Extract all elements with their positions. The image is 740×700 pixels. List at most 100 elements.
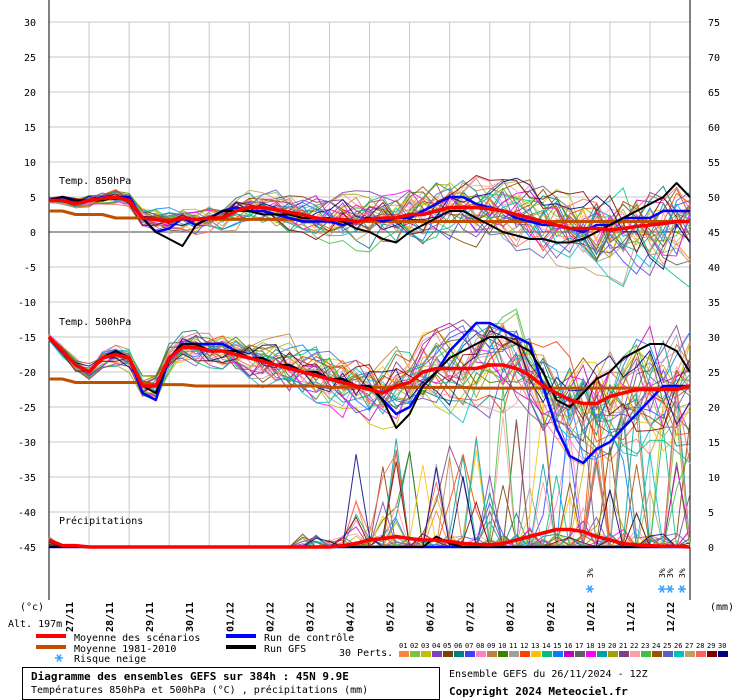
pert-legend-swatch xyxy=(630,651,640,657)
pert-legend-number: 02 xyxy=(410,642,418,650)
date-tick-label: 03/12 xyxy=(305,602,316,632)
right-tick-label: 50 xyxy=(708,193,720,204)
right-tick-label: 5 xyxy=(708,508,714,519)
series-gfs-t500-line xyxy=(48,336,691,429)
pert-legend-number: 22 xyxy=(630,642,638,650)
pert-t850-line xyxy=(48,186,691,248)
pert-legend-swatch xyxy=(443,651,453,657)
snowflake-stroke xyxy=(667,585,673,593)
date-tick-label: 06/12 xyxy=(426,602,437,632)
legend-swatch-control xyxy=(226,634,256,638)
right-tick-label: 20 xyxy=(708,403,720,414)
series-gfs-t850-line xyxy=(48,182,691,247)
pert-legend-number: 05 xyxy=(443,642,451,650)
pert-legend-number: 20 xyxy=(608,642,616,650)
left-tick-label: 30 xyxy=(24,18,36,29)
date-tick-label: 09/12 xyxy=(546,602,557,632)
left-tick-label: -20 xyxy=(18,368,36,379)
pert-legend-swatch xyxy=(487,651,497,657)
pert-legend-number: 06 xyxy=(454,642,462,650)
right-axis-unit: (mm) xyxy=(710,602,734,613)
pert-legend-swatch xyxy=(597,651,607,657)
snow-risk-label: 3% xyxy=(586,568,595,578)
footer-box: Diagramme des ensembles GEFS sur 384h : … xyxy=(22,667,440,700)
date-tick-label: 28/11 xyxy=(105,602,116,632)
pert-legend-number: 21 xyxy=(619,642,627,650)
right-tick-label: 55 xyxy=(708,158,720,169)
legend-swatch-mean xyxy=(36,634,66,638)
pert-legend-swatch xyxy=(564,651,574,657)
snowflake-stroke xyxy=(587,585,593,593)
snowflake-icon xyxy=(55,654,63,662)
footer-subtitle: Températures 850hPa et 500hPa (°C) , pré… xyxy=(31,685,369,696)
right-tick-label: 75 xyxy=(708,18,720,29)
pert-t850-line xyxy=(48,181,691,246)
date-tick-label: 30/11 xyxy=(185,602,196,632)
right-tick-label: 60 xyxy=(708,123,720,134)
pert-legend-swatch xyxy=(432,651,442,657)
pert-legend-number: 04 xyxy=(432,642,440,650)
left-tick-label: -40 xyxy=(18,508,36,519)
pert-legend-number: 15 xyxy=(553,642,561,650)
snowflake-stroke xyxy=(659,585,665,593)
snow-risk-label: 3% xyxy=(658,568,667,578)
snowflake-icon xyxy=(677,585,686,593)
snowflake-icon xyxy=(665,585,674,593)
series-mean-t500-line xyxy=(47,335,691,406)
left-tick-label: -5 xyxy=(24,263,36,274)
pert-legend-number: 10 xyxy=(498,642,506,650)
date-tick-label: 10/12 xyxy=(586,602,597,632)
date-tick-label: 01/12 xyxy=(225,602,236,632)
pert-legend-swatch xyxy=(476,651,486,657)
pert-t500-line xyxy=(48,330,691,459)
pert-legend-swatch xyxy=(498,651,508,657)
left-tick-label: 10 xyxy=(24,158,36,169)
panel-label-t500: Temp. 500hPa xyxy=(59,317,131,328)
pert-t850-line xyxy=(48,179,691,262)
pert-legend-number: 09 xyxy=(487,642,495,650)
right-tick-label: 70 xyxy=(708,53,720,64)
panel-label-t850: Temp. 850hPa xyxy=(59,176,131,187)
date-tick-label: 27/11 xyxy=(65,602,76,632)
date-tick-label: 29/11 xyxy=(145,602,156,632)
pert-legend-number: 24 xyxy=(652,642,660,650)
left-tick-label: 5 xyxy=(30,193,36,204)
pert-legend-number: 07 xyxy=(465,642,473,650)
pert-legend-swatch xyxy=(553,651,563,657)
pert-legend-swatch xyxy=(454,651,464,657)
date-tick-label: 12/12 xyxy=(666,602,677,632)
legend-label-snow: Risque neige xyxy=(74,654,146,665)
pert-legend-number: 25 xyxy=(663,642,671,650)
pert-legend-swatch xyxy=(674,651,684,657)
right-tick-label: 25 xyxy=(708,368,720,379)
date-tick-label: 04/12 xyxy=(345,602,356,632)
left-tick-label: 0 xyxy=(30,228,36,239)
snow-risk-label: 3% xyxy=(678,568,687,578)
pert-legend-swatch xyxy=(421,651,431,657)
series-mean-precip-line xyxy=(48,527,691,549)
x-axis-date-ticks: 27/11 28/11 29/11 30/11 01/12 02/12 03/12 04/12… xyxy=(65,602,677,632)
run-info: Ensemble GEFS du 26/11/2024 - 12Z xyxy=(449,669,648,680)
pert-legend-number: 03 xyxy=(421,642,429,650)
left-tick-label: -45 xyxy=(18,543,36,554)
date-tick-label: 02/12 xyxy=(265,602,276,632)
pert-legend-swatch xyxy=(399,651,409,657)
snowflake-stroke xyxy=(679,585,685,593)
altitude-label: Alt. 197m xyxy=(8,619,62,630)
pert-legend-swatch xyxy=(641,651,651,657)
pert-t500-line xyxy=(48,322,691,429)
snow-risk-label: 3% xyxy=(666,568,675,578)
pert-t850-line xyxy=(48,176,691,253)
main-series-lines xyxy=(47,182,691,549)
pert-legend-number: 12 xyxy=(520,642,528,650)
right-tick-label: 35 xyxy=(708,298,720,309)
pert-legend-number: 16 xyxy=(564,642,572,650)
snowflake-icon xyxy=(585,585,594,593)
pert-legend-swatch xyxy=(608,651,618,657)
legend-label-control: Run de contrôle xyxy=(264,632,354,644)
legend: Moyenne des scénarios Moyenne 1981-2010 … xyxy=(36,632,728,665)
pert-t850-line xyxy=(48,182,691,277)
left-tick-label: 15 xyxy=(24,123,36,134)
